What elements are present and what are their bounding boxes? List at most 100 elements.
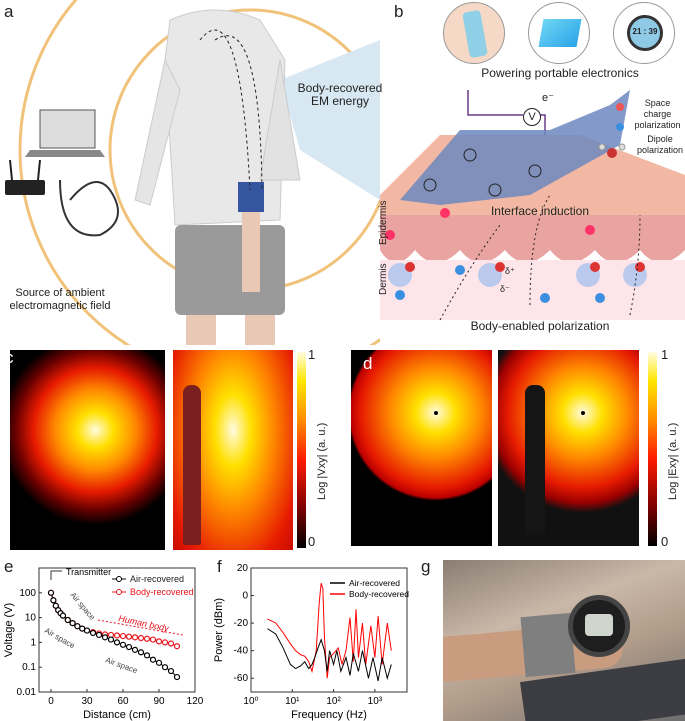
data-point <box>74 623 81 630</box>
x-tick-label: 120 <box>187 696 204 707</box>
annotation-air-space: Air space <box>43 626 77 651</box>
y-tick-label: 1 <box>30 637 36 648</box>
x-tick-label: 10¹ <box>285 696 300 707</box>
shirt <box>164 9 286 226</box>
legend-label: Air-recovered <box>130 574 184 584</box>
panel-label-b: b <box>394 2 404 21</box>
right-arm <box>259 59 301 181</box>
dipole-label: Dipole polarization <box>636 134 684 155</box>
legend-label: Air-recovered <box>349 578 400 588</box>
colorbar-min: 0 <box>661 534 669 549</box>
x-tick-label: 10³ <box>368 696 383 707</box>
skin-illustration <box>380 90 685 321</box>
data-point <box>59 612 67 619</box>
left-sleeve <box>134 58 181 206</box>
data-point <box>107 636 115 643</box>
body-illustration <box>5 0 380 345</box>
transmitter-pointer <box>50 570 62 580</box>
router-icon <box>5 180 45 195</box>
data-point <box>101 634 109 641</box>
colorbar-c <box>297 352 306 548</box>
electron-label: e⁻ <box>542 92 554 104</box>
powering-label: Powering portable electronics <box>481 66 639 80</box>
data-point <box>131 634 139 641</box>
power-frequency-chart: 10⁰ 10¹ 10² 10³ 20 0 -20 -40 -60 Frequency (Hz) Po… <box>213 563 409 721</box>
source-label: Source of ambient electromagnetic field <box>9 287 111 312</box>
series-line <box>267 583 392 679</box>
textile-electrode <box>400 90 630 205</box>
data-point <box>173 673 181 681</box>
x-tick-label: 0 <box>48 696 54 707</box>
legend-marker <box>116 589 122 595</box>
data-point <box>167 640 175 647</box>
leg <box>186 315 216 345</box>
field-map-body <box>498 350 639 546</box>
laptop-base <box>25 150 105 157</box>
data-point <box>149 636 157 643</box>
smartwatch-icon: 21 : 39 <box>613 2 675 64</box>
shorts <box>175 225 285 315</box>
human-body-silhouette <box>183 385 201 545</box>
data-point <box>161 664 169 671</box>
data-point <box>95 631 103 639</box>
voltmeter-icon: V <box>523 108 541 126</box>
power-cable-icon <box>59 179 119 237</box>
series-line <box>267 628 392 682</box>
epidermis-layer-2 <box>380 215 685 263</box>
data-point <box>47 589 55 596</box>
colorbar-label-c: Log |Vxy| (a. u.) <box>316 422 328 500</box>
plot-frame <box>38 567 196 693</box>
y-tick-label: -20 <box>234 618 249 629</box>
data-point <box>113 632 121 639</box>
data-point <box>89 629 97 637</box>
data-point <box>69 620 76 627</box>
dermis-label: Dermis <box>378 263 389 295</box>
wearable-photo <box>443 560 685 721</box>
data-point <box>137 634 145 642</box>
data-point <box>125 633 133 640</box>
energy-beam <box>280 40 380 200</box>
data-point <box>83 627 91 634</box>
y-tick-label: 0.01 <box>17 687 37 698</box>
patch-device-icon <box>443 2 505 64</box>
legend-marker <box>116 576 122 582</box>
data-point <box>143 652 151 659</box>
legend-label: Body-recovered <box>130 587 194 597</box>
y-tick-label: -60 <box>234 673 249 684</box>
x-tick-label: 10⁰ <box>243 696 258 707</box>
panel-label-g: g <box>421 557 431 576</box>
interface-label: Interface induction <box>490 204 590 218</box>
plot-frame <box>250 567 408 693</box>
potential-map-body <box>173 350 293 550</box>
y-tick-label: 0.1 <box>22 662 36 673</box>
data-point <box>50 597 57 604</box>
human-body-silhouette <box>525 385 545 535</box>
data-point <box>149 656 157 663</box>
y-tick-label: 0 <box>242 591 248 602</box>
data-point <box>173 643 181 650</box>
data-point <box>119 632 127 640</box>
annotation-human-body: Human body <box>118 613 170 633</box>
smartwatch <box>568 595 630 657</box>
colorbar-max: 1 <box>308 347 316 362</box>
current-path <box>199 29 263 191</box>
data-point <box>131 646 139 653</box>
wristband <box>238 182 264 212</box>
y-axis-label: Voltage (V) <box>3 603 15 657</box>
data-point <box>125 643 133 651</box>
body-polarization-label: Body-enabled polarization <box>470 319 610 333</box>
data-point <box>161 639 169 646</box>
hand <box>242 212 260 292</box>
annotation-air-space: Air space <box>104 655 139 675</box>
y-tick-label: 100 <box>19 588 36 599</box>
colorbar-d <box>648 352 657 546</box>
panel-label-e: e <box>4 557 14 576</box>
panel-label-c: c <box>10 350 14 368</box>
energy-label: Body-recovered EM energy <box>297 81 383 108</box>
x-tick-label: 30 <box>81 696 93 707</box>
x-tick-label: 90 <box>153 696 165 707</box>
colorbar-label-d: Log |Exy| (a. u.) <box>667 422 679 500</box>
watch-time: 21 : 39 <box>632 27 658 36</box>
data-point <box>155 659 163 666</box>
annotation-transmitter: Transmitter <box>66 567 111 577</box>
